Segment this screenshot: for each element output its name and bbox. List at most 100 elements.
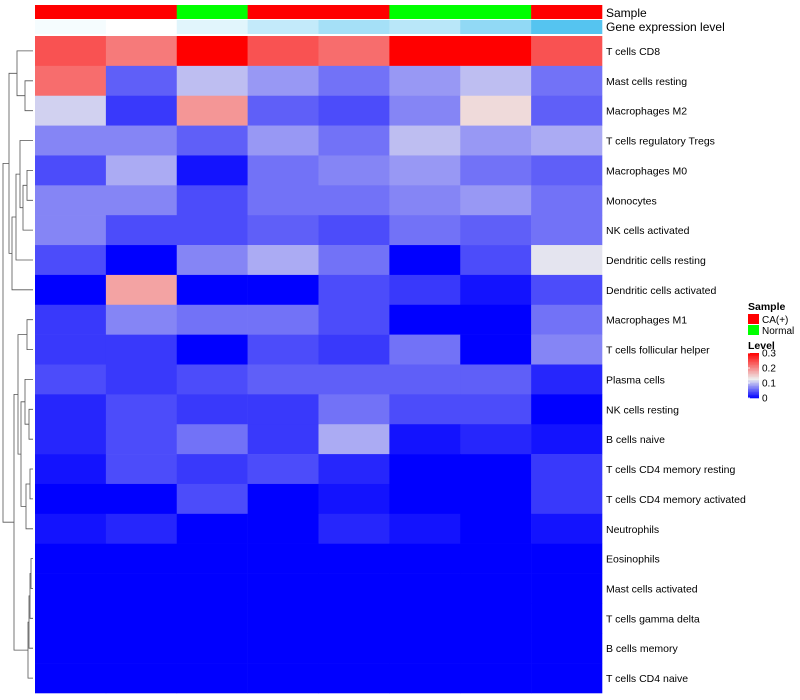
dendrogram-branch	[30, 558, 33, 589]
heatmap-cell	[247, 125, 319, 156]
colorbar-step	[748, 381, 759, 384]
colorbar-tick-label: 0.3	[762, 349, 776, 360]
heatmap-cell	[247, 215, 319, 246]
heatmap-cell	[247, 394, 319, 425]
heatmap-cell	[318, 215, 390, 246]
heatmap-cell	[389, 573, 461, 604]
heatmap-cell	[176, 245, 248, 276]
legend-title-level: Level	[748, 340, 775, 352]
heatmap-cell	[531, 454, 603, 485]
heatmap-cell	[389, 364, 461, 395]
heatmap-cell	[35, 185, 107, 216]
heatmap-cell	[105, 274, 178, 306]
heatmap-cell	[460, 185, 532, 216]
row-label: Mast cells resting	[606, 76, 687, 88]
heatmap-cell	[247, 65, 319, 97]
heatmap-cell	[35, 334, 107, 365]
colorbar-tick-label: 0.1	[762, 379, 776, 390]
sample-annotation-cell	[105, 5, 178, 19]
colorbar-tick-label: 0	[762, 394, 768, 405]
heatmap-cell	[176, 573, 248, 604]
colorbar-step	[748, 386, 759, 388]
heatmap-cell	[460, 245, 532, 276]
heatmap-cell	[105, 215, 178, 246]
heatmap-cell	[318, 573, 390, 604]
row-label: Dendritic cells resting	[606, 255, 706, 267]
heatmap-cell	[176, 633, 248, 664]
colorbar-step	[748, 365, 759, 367]
heatmap-cell	[389, 215, 461, 246]
heatmap-cell	[35, 394, 107, 425]
heatmap-cell	[247, 483, 319, 515]
heatmap-cell	[460, 663, 532, 694]
heatmap-cell	[531, 394, 603, 425]
dendrogram-branch	[17, 334, 27, 455]
colorbar-step	[748, 366, 759, 369]
row-label: T cells regulatory Tregs	[606, 136, 715, 148]
dendrogram-branch	[28, 408, 33, 440]
heatmap-cell	[35, 274, 107, 306]
dendrogram-branch	[29, 468, 33, 500]
row-dendrogram	[2, 50, 33, 679]
row-label: T cells CD4 memory resting	[606, 464, 735, 476]
colorbar-step	[748, 368, 759, 370]
heatmap-cell	[176, 603, 248, 634]
heatmap-cell	[247, 543, 319, 574]
heatmap-cell	[105, 155, 178, 186]
heatmap-cell	[35, 95, 107, 126]
heatmap-cell	[460, 274, 532, 306]
heatmap-cell	[247, 513, 319, 544]
heatmap-cell	[389, 65, 461, 97]
heatmap-cell	[318, 245, 390, 276]
heatmap-cell	[460, 543, 532, 574]
heatmap-cell	[318, 65, 390, 97]
heatmap-cell	[247, 454, 319, 485]
heatmap-cell	[318, 125, 390, 156]
heatmap-cell	[35, 155, 107, 186]
heatmap-cell	[176, 185, 248, 216]
sample-annotation-cell	[389, 5, 461, 19]
colorbar-step	[748, 360, 759, 363]
heatmap-cell	[105, 633, 178, 664]
heatmap-cell	[318, 304, 390, 335]
expression-annotation-cell	[247, 20, 319, 34]
heatmap-cell	[247, 304, 319, 335]
colorbar-step	[748, 396, 759, 399]
heatmap-cell	[531, 603, 603, 634]
heatmap-cell	[35, 483, 107, 515]
expression-annotation-cell	[105, 20, 178, 34]
heatmap-cell	[531, 304, 603, 335]
heatmap-cell	[176, 304, 248, 335]
legend-swatch-normal	[748, 325, 759, 335]
heatmap-cell	[389, 36, 461, 67]
heatmap-cell	[105, 36, 178, 67]
heatmap-cell	[389, 513, 461, 544]
heatmap-cell	[389, 394, 461, 425]
row-label: Monocytes	[606, 195, 657, 207]
heatmap-cell	[460, 364, 532, 395]
colorbar-step	[748, 380, 759, 382]
colorbar-step	[748, 375, 759, 378]
legend-label-ca: CA(+)	[762, 315, 788, 326]
heatmap-cell	[318, 95, 390, 126]
row-label: Macrophages M1	[606, 315, 687, 327]
heatmap-cell	[247, 245, 319, 276]
heatmap-cell	[460, 483, 532, 515]
expression-annotation-cell	[531, 20, 603, 34]
legend-label-normal: Normal	[762, 326, 794, 337]
sample-annotation-cell	[531, 5, 603, 19]
heatmap-cell	[531, 483, 603, 515]
heatmap-cell	[318, 155, 390, 186]
heatmap-cell	[247, 95, 319, 126]
heatmap-cell	[389, 304, 461, 335]
colorbar-step	[748, 369, 759, 372]
row-label: T cells follicular helper	[606, 345, 710, 357]
row-labels: T cells CD8 Mast cells resting Macrophages…	[606, 46, 746, 685]
heatmap-cell	[35, 663, 107, 694]
expression-annotation-cell	[176, 20, 248, 34]
heatmap-cell	[105, 573, 178, 604]
row-label: NK cells resting	[606, 404, 679, 416]
heatmap-cell	[176, 215, 248, 246]
row-label: Dendritic cells activated	[606, 285, 716, 297]
heatmap-cell	[35, 543, 107, 574]
